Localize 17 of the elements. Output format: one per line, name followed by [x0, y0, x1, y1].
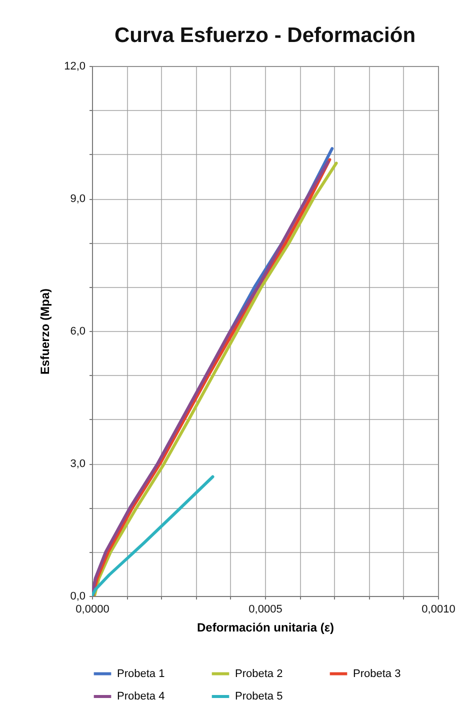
line-series	[92, 475, 214, 596]
x-tick-label: 0,0010	[422, 604, 456, 616]
y-axis-title: Esfuerzo (Mpa)	[38, 288, 52, 375]
x-tick-label: 0,0000	[76, 604, 110, 616]
legend-label: Probeta 1	[117, 668, 165, 680]
legend-label: Probeta 5	[235, 690, 283, 702]
y-tick-label: 0,0	[70, 590, 86, 602]
legend-label: Probeta 4	[117, 690, 165, 702]
y-tick-label: 6,0	[70, 326, 86, 338]
y-tick-label: 9,0	[70, 193, 86, 205]
x-axis-title: Deformación unitaria (ε)	[196, 620, 334, 634]
y-tick-label: 3,0	[70, 458, 86, 470]
legend-label: Probeta 2	[235, 668, 283, 680]
y-tick-label: 12,0	[64, 60, 86, 72]
x-tick-label: 0,0005	[248, 604, 282, 616]
chart-title: Curva Esfuerzo - Deformación	[114, 24, 416, 47]
legend-label: Probeta 3	[353, 668, 401, 680]
